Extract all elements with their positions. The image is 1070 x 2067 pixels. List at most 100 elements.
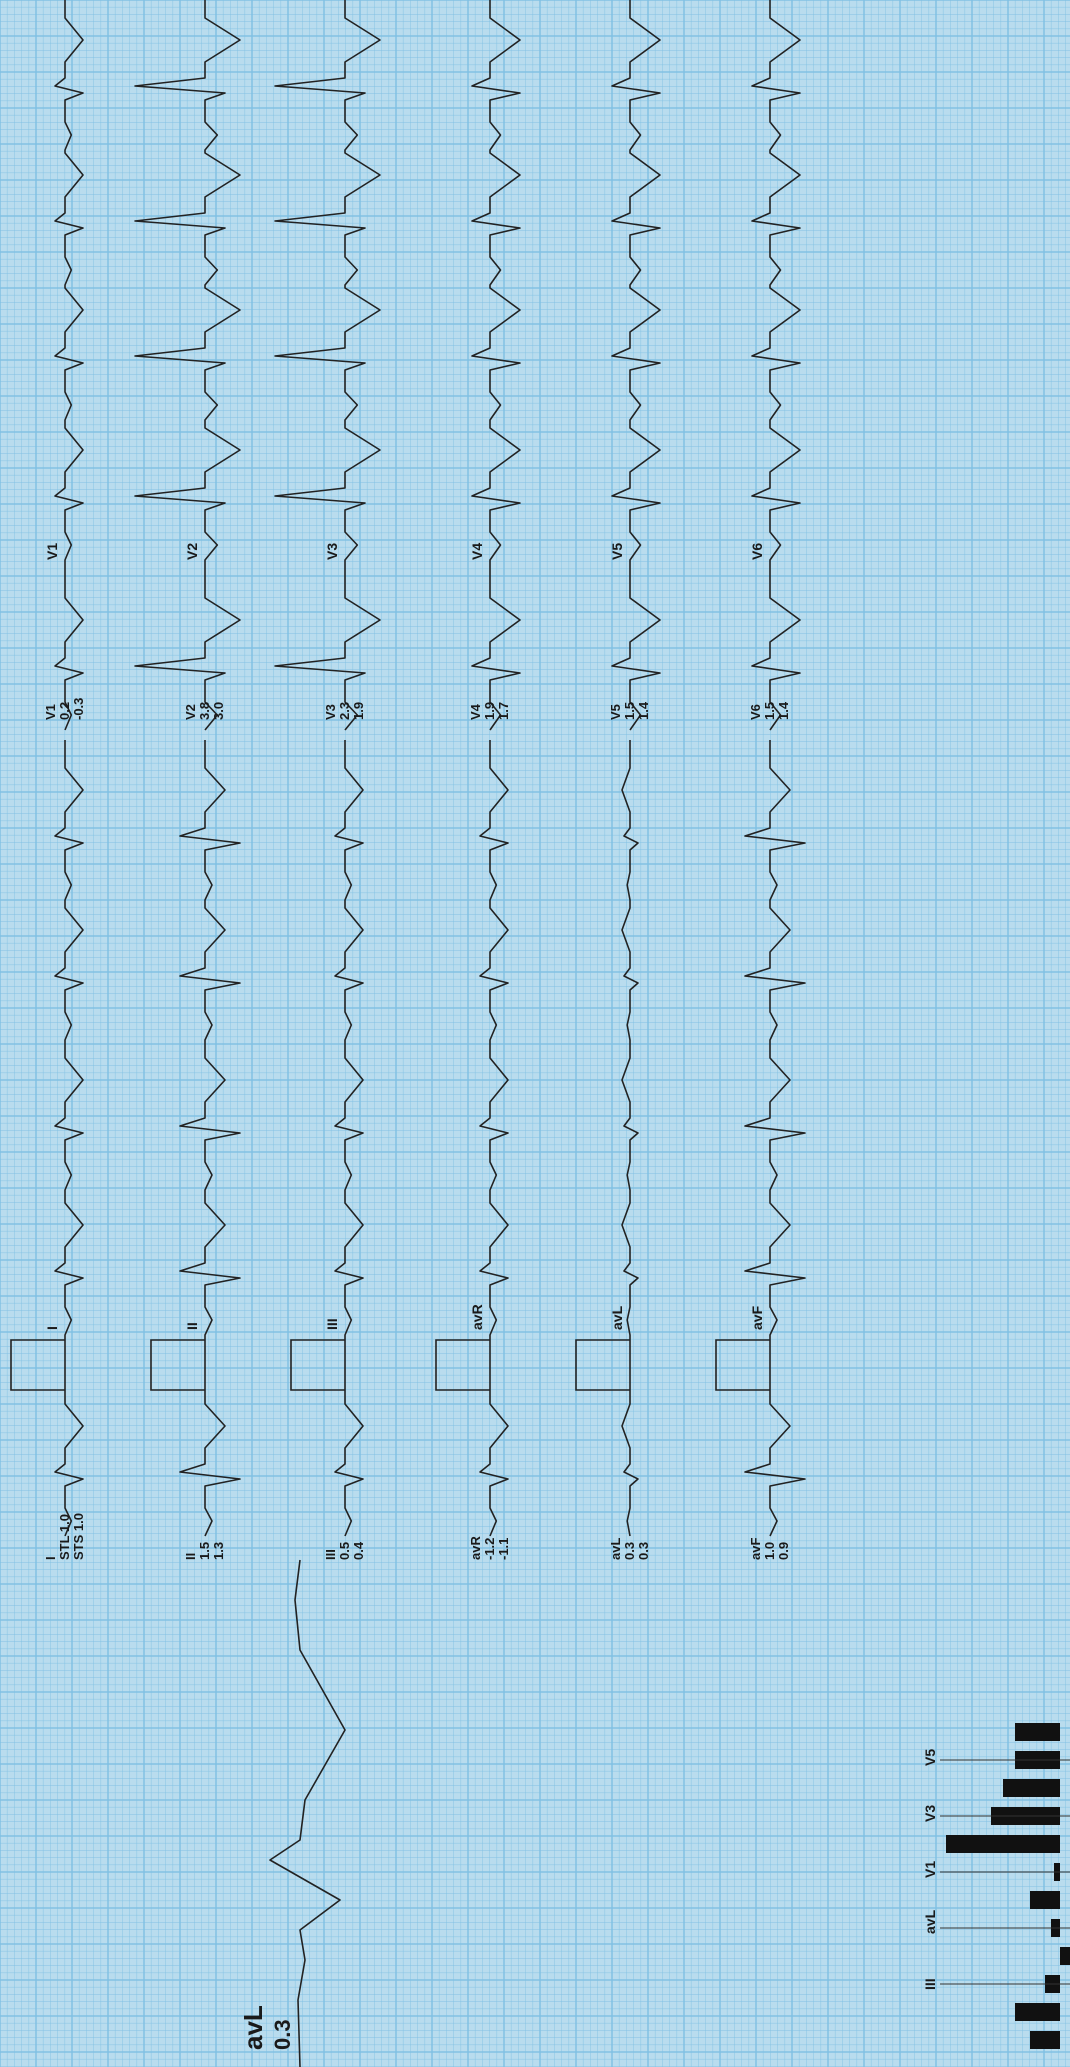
- lead-value-line: 0.5: [337, 1542, 352, 1560]
- calibration-pulse: [150, 1339, 205, 1391]
- lead-label-V4: V4: [469, 543, 485, 560]
- lead-values-I: ISTL 1.0STS 1.0: [43, 1513, 86, 1560]
- lead-values-V4: V41.91.7: [468, 702, 511, 720]
- bar-summary: III avL V1 V3 V5: [922, 1723, 1070, 2049]
- lead-value-line: 1.3: [211, 1542, 226, 1560]
- bar-II: [1015, 2003, 1060, 2021]
- calibration-pulse: [715, 1339, 770, 1391]
- lead-value-line: -1.1: [496, 1538, 511, 1560]
- lead-label-avR: avR: [469, 1304, 485, 1330]
- ecg-trace-V5: [611, 0, 661, 731]
- lead-value-line: V1: [43, 704, 58, 720]
- lead-value-line: I: [43, 1556, 58, 1560]
- ecg-trace-avF: [744, 740, 806, 1537]
- lead-value-line: 1.5: [762, 702, 777, 720]
- lead-value-line: 3.8: [197, 702, 212, 720]
- lead-value-line: V2: [183, 704, 198, 720]
- ecg-trace-avL: [621, 740, 639, 1537]
- bar-tick-label: V1: [922, 1861, 938, 1878]
- calibration-pulse: [435, 1339, 490, 1391]
- inset-trace: [269, 1559, 346, 2067]
- ecg-trace-avR: [479, 740, 509, 1537]
- lead-value-line: -1.2: [482, 1538, 497, 1560]
- lead-value-line: 1.9: [351, 702, 366, 720]
- lead-label-avL: avL: [609, 1305, 625, 1330]
- lead-values-V2: V23.83.0: [183, 702, 226, 720]
- lead-values-V5: V51.51.4: [608, 701, 651, 720]
- lead-value-line: 0.4: [351, 1541, 366, 1560]
- lead-value-line: V3: [323, 704, 338, 720]
- lead-values-V6: V61.51.4: [748, 701, 791, 720]
- lead-value-line: 1.4: [636, 701, 651, 720]
- lead-label-V1: V1: [44, 543, 60, 560]
- lead-value-line: -0.3: [71, 698, 86, 720]
- bar-tick-label: avL: [922, 1909, 938, 1934]
- lead-values-avL: avL0.30.3: [608, 1538, 651, 1560]
- traces: [10, 0, 806, 1537]
- lead-value-line: 1.5: [197, 1542, 212, 1560]
- lead-value-line: 0.3: [636, 1542, 651, 1560]
- lead-values-V1: V10.2-0.3: [43, 698, 86, 720]
- bar-tick-label: V5: [922, 1749, 938, 1766]
- bar-tick-label: III: [922, 1978, 938, 1990]
- inset-lead-label: avL: [238, 2005, 268, 2050]
- ecg-trace-V6: [751, 0, 801, 731]
- calibration-pulse: [575, 1339, 630, 1391]
- ecg-trace-II: [179, 740, 241, 1537]
- bar-V6: [1015, 1723, 1060, 1741]
- lead-label-V5: V5: [609, 543, 625, 560]
- lead-label-V2: V2: [184, 543, 200, 560]
- lead-value-line: 0.2: [57, 702, 72, 720]
- ecg-trace-V2: [134, 0, 241, 731]
- lead-value-line: 1.9: [482, 702, 497, 720]
- lead-values-avR: avR-1.2-1.1: [468, 1536, 511, 1560]
- inset: avL 0.3: [238, 1559, 346, 2067]
- lead-value-line: 0.9: [776, 1542, 791, 1560]
- lead-value-line: 1.5: [622, 702, 637, 720]
- bar-I: [1030, 2031, 1060, 2049]
- lead-value-line: 1.4: [776, 701, 791, 720]
- lead-label-V6: V6: [749, 543, 765, 560]
- bar-tick-label: V3: [922, 1805, 938, 1822]
- lead-value-line: V5: [608, 704, 623, 720]
- lead-values-V3: V32.31.9: [323, 702, 366, 720]
- lead-label-II: II: [184, 1322, 200, 1330]
- bar-V2: [946, 1835, 1060, 1853]
- lead-value-line: II: [183, 1553, 198, 1560]
- calibration-pulse: [290, 1339, 345, 1391]
- ecg-trace-I: [54, 740, 84, 1537]
- lead-value-line: avF: [748, 1538, 763, 1560]
- lead-label-I: I: [44, 1326, 60, 1330]
- calibration-pulse: [10, 1339, 65, 1391]
- bar-avR: [1060, 1947, 1070, 1965]
- lead-value-line: 1.7: [496, 702, 511, 720]
- lead-value-line: III: [323, 1549, 338, 1560]
- ecg-trace-III: [334, 740, 364, 1537]
- ecg-trace-V3: [274, 0, 381, 731]
- lead-label-III: III: [324, 1318, 340, 1330]
- lead-label-V3: V3: [324, 543, 340, 560]
- bar-avF: [1030, 1891, 1060, 1909]
- lead-values-avF: avF1.00.9: [748, 1538, 791, 1560]
- ecg-trace-V4: [471, 0, 521, 731]
- bar-V4: [1003, 1779, 1060, 1797]
- lead-value-line: avR: [468, 1536, 483, 1560]
- lead-values-II: II1.51.3: [183, 1542, 226, 1560]
- lead-value-line: 3.0: [211, 702, 226, 720]
- lead-value-line: 0.3: [622, 1542, 637, 1560]
- lead-value-line: STL 1.0: [57, 1514, 72, 1560]
- lead-value-line: 1.0: [762, 1542, 777, 1560]
- lead-value-line: 2.3: [337, 702, 352, 720]
- ecg-trace-V1: [54, 0, 84, 731]
- lead-value-line: V4: [468, 703, 483, 720]
- lead-value-line: V6: [748, 704, 763, 720]
- lead-value-line: avL: [608, 1538, 623, 1560]
- lead-values-III: III0.50.4: [323, 1541, 366, 1560]
- lead-label-avF: avF: [749, 1305, 765, 1330]
- inset-value: 0.3: [270, 2019, 295, 2050]
- labels: ISTL 1.0STS 1.0III1.51.3IIIII0.50.4IIIav…: [43, 543, 791, 1560]
- lead-value-line: STS 1.0: [71, 1513, 86, 1560]
